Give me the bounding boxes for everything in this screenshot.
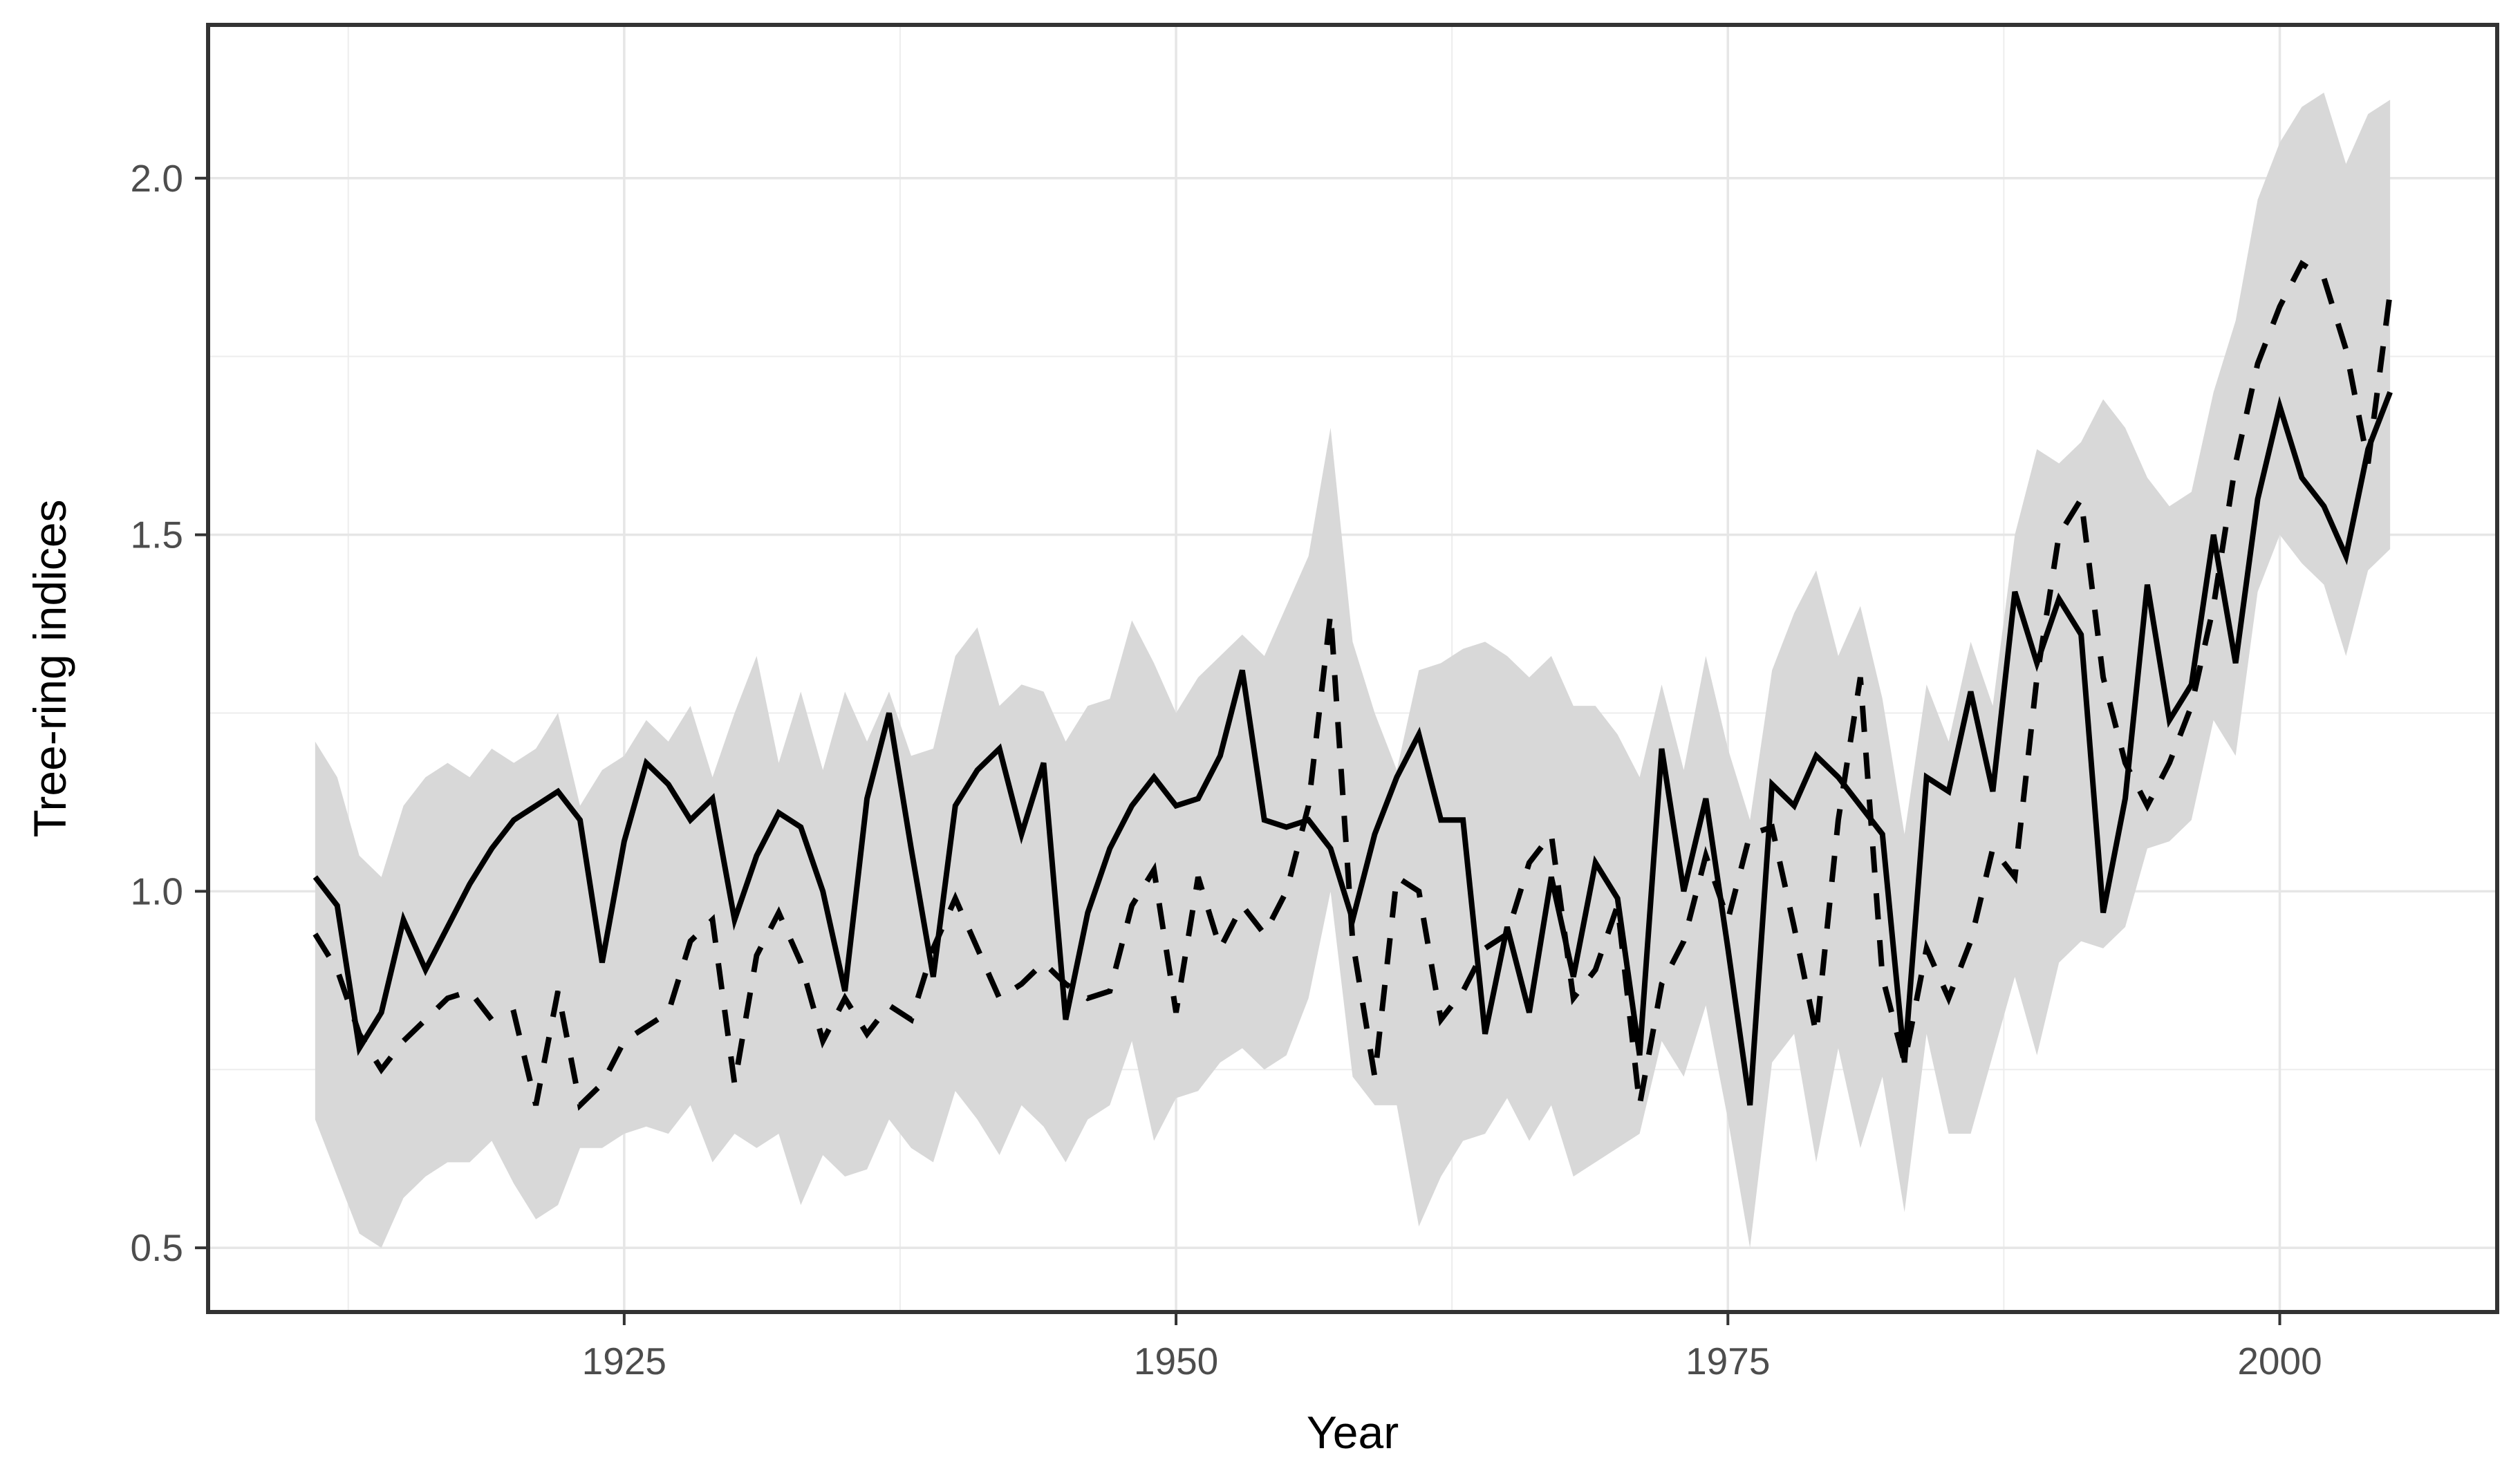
x-tick-label: 2000 [2237, 1340, 2322, 1383]
y-tick-label: 0.5 [131, 1226, 183, 1269]
x-tick-label: 1925 [582, 1340, 666, 1383]
series-layer [312, 259, 2393, 1111]
x-tick-label: 1950 [1134, 1340, 1218, 1383]
axis-tick-labels: 0.5 1.0 1.5 2.0 1925 1950 1975 2000 [131, 157, 2322, 1383]
confidence-band-layer [315, 93, 2391, 1248]
y-tick-label: 1.5 [131, 514, 183, 556]
x-axis-title: Year [1307, 1407, 1399, 1458]
panel-border [206, 23, 2499, 1314]
y-tick-label: 1.0 [131, 870, 183, 912]
y-axis-title: Tree-ring indices [24, 499, 75, 837]
y-tick-label: 2.0 [131, 157, 183, 200]
axis-tick-marks [195, 176, 2281, 1325]
x-tick-label: 1975 [1686, 1340, 1770, 1383]
confidence-band [315, 93, 2391, 1248]
